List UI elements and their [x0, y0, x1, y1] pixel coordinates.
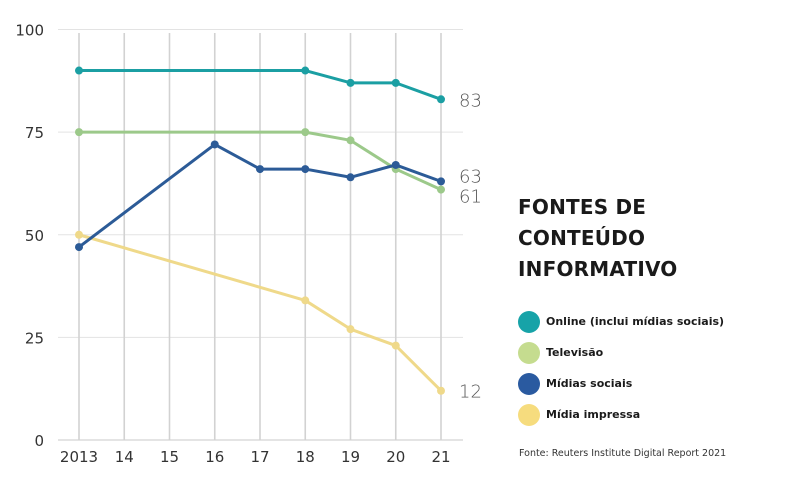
end-value-label: 12 [459, 382, 482, 403]
x-tick-label: 15 [160, 448, 179, 466]
x-tick-label: 21 [431, 448, 450, 466]
x-tick-label: 16 [205, 448, 224, 466]
legend-item-midia-impressa: Mídia impressa [518, 399, 724, 430]
data-point-online-inclui-midias-sociais [391, 78, 400, 87]
legend-label: Mídia impressa [546, 408, 641, 421]
legend-swatch-televisao [518, 341, 540, 364]
data-point-televisao [75, 128, 83, 137]
x-tick-label: 20 [386, 448, 405, 466]
end-value-label: 63 [459, 166, 482, 187]
data-point-online-inclui-midias-sociais [437, 95, 445, 104]
legend-label: Televisão [546, 346, 604, 359]
data-point-online-inclui-midias-sociais [346, 78, 355, 87]
legend-item-online: Online (inclui mídias sociais) [518, 306, 724, 337]
data-point-midias-sociais [391, 160, 400, 169]
data-point-televisao [437, 185, 445, 194]
data-point-midia-impressa [301, 296, 310, 305]
legend-label: Mídias sociais [546, 377, 633, 390]
data-point-online-inclui-midias-sociais [75, 66, 83, 75]
data-point-midias-sociais [75, 243, 83, 252]
y-tick-label: 0 [34, 432, 44, 450]
data-point-midia-impressa [346, 325, 355, 334]
y-tick-label: 25 [25, 329, 44, 347]
end-value-label: 61 [459, 187, 482, 208]
y-tick-label: 50 [25, 227, 44, 245]
legend-swatch-midias-sociais [518, 372, 540, 395]
chart-title-line: INFORMATIVO [518, 257, 678, 281]
x-tick-label: 2013 [60, 448, 98, 466]
data-point-midias-sociais [210, 140, 219, 149]
data-point-online-inclui-midias-sociais [301, 66, 310, 75]
legend-item-televisao: Televisão [518, 337, 724, 368]
legend: Online (inclui mídias sociais) Televisão… [518, 306, 724, 430]
chart-title-line: CONTEÚDO [518, 226, 646, 250]
y-tick-label: 100 [15, 22, 44, 40]
data-point-midia-impressa [391, 341, 400, 350]
x-tick-label: 18 [296, 448, 315, 466]
end-value-label: 83 [459, 90, 482, 111]
chart-title-line: FONTES DE [518, 195, 647, 219]
chart-title: FONTES DE CONTEÚDO INFORMATIVO [518, 192, 678, 285]
legend-swatch-online [518, 310, 540, 333]
source-note: Fonte: Reuters Institute Digital Report … [519, 448, 727, 459]
data-point-midia-impressa [75, 230, 83, 239]
data-point-midias-sociais [346, 173, 355, 182]
legend-label: Online (inclui mídias sociais) [546, 315, 725, 328]
data-point-midias-sociais [301, 165, 310, 174]
data-point-midias-sociais [437, 177, 445, 186]
legend-item-midias-sociais: Mídias sociais [518, 368, 724, 399]
legend-swatch-midia-impressa [518, 403, 540, 426]
data-point-midias-sociais [256, 165, 264, 174]
y-tick-label: 75 [25, 124, 44, 142]
data-point-televisao [346, 136, 355, 145]
x-tick-label: 19 [341, 448, 360, 466]
data-point-televisao [301, 128, 310, 137]
x-tick-label: 14 [115, 448, 134, 466]
x-tick-label: 17 [250, 448, 269, 466]
data-point-midia-impressa [437, 386, 445, 395]
